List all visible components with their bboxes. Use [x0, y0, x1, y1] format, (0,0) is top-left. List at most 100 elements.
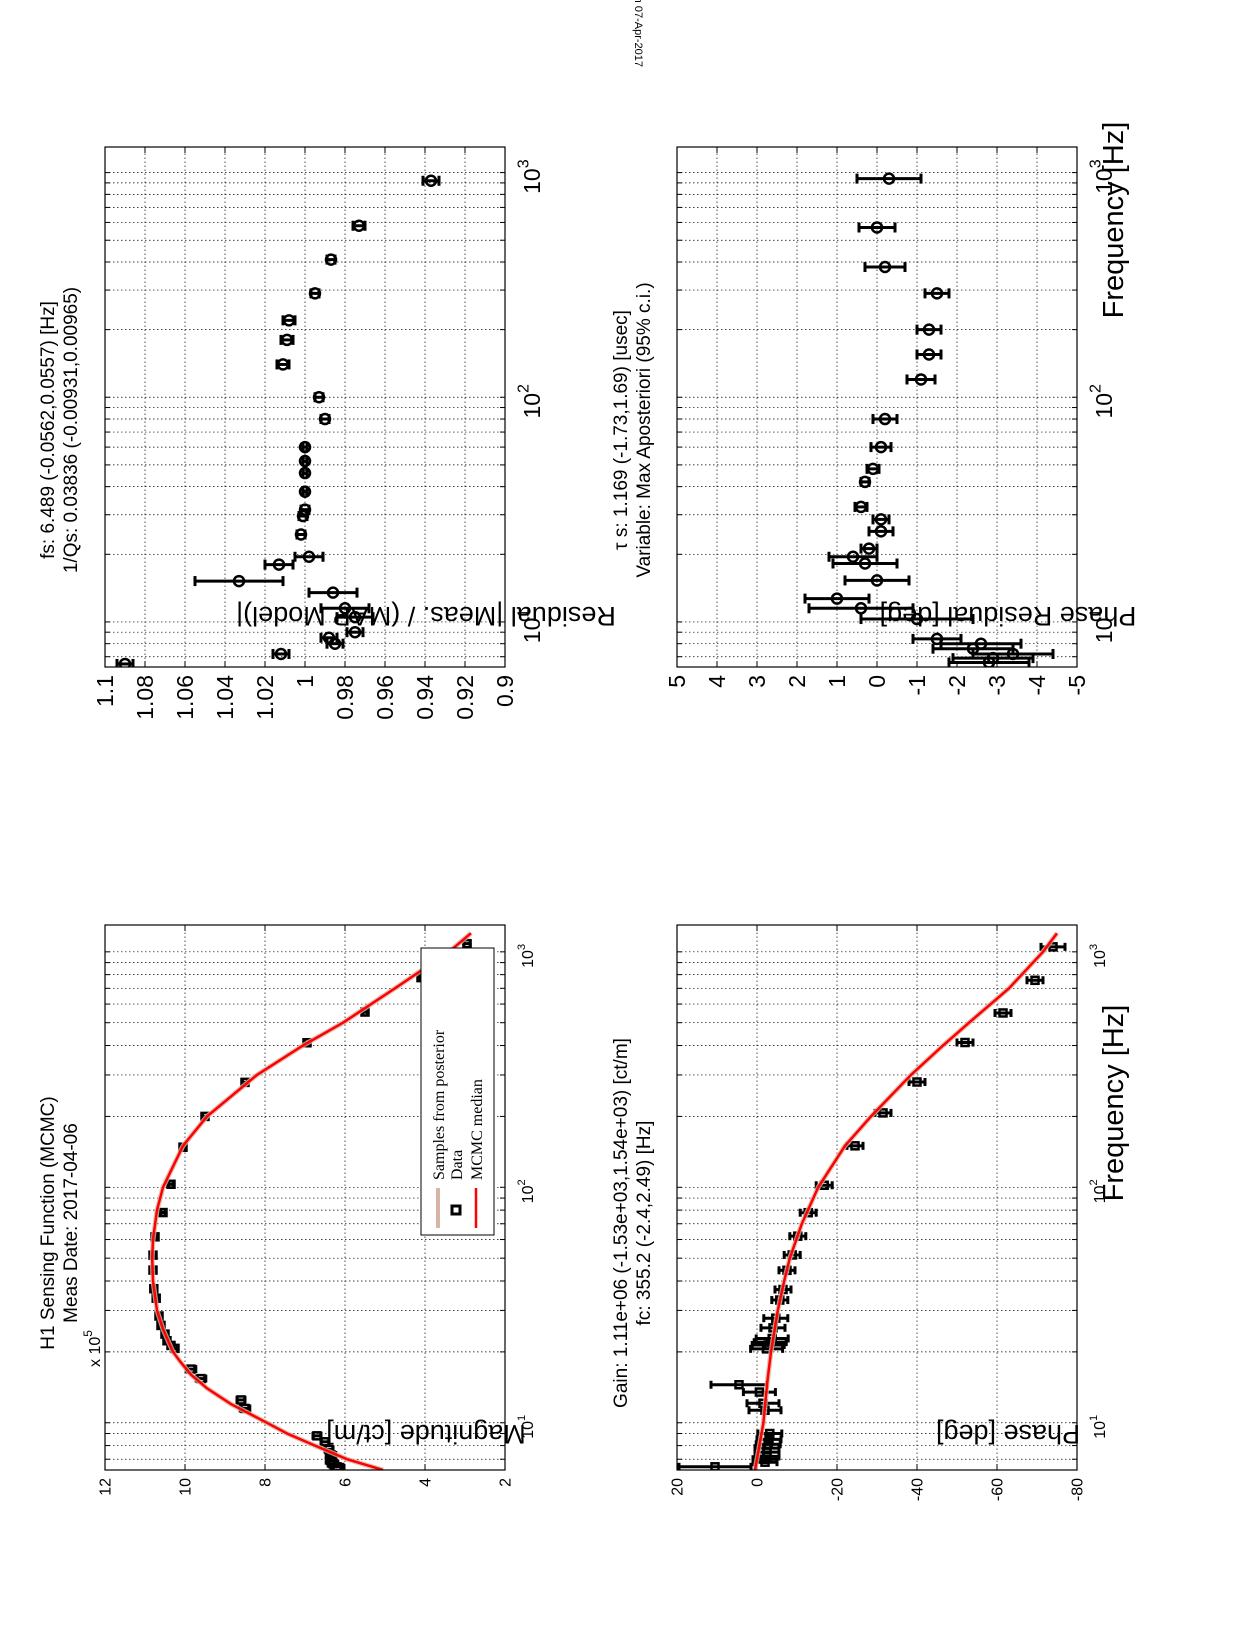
data-point [322, 631, 336, 645]
data-point [830, 592, 844, 605]
data-point [878, 1108, 888, 1118]
x-tick-exponent: 2 [515, 384, 533, 393]
x-tick-exponent: 1 [1087, 609, 1105, 618]
data-point [166, 1179, 176, 1190]
series-layer [148, 931, 473, 1470]
data-point [870, 221, 884, 234]
magnitude-title-line2: Meas Date: 2017-04-06 [61, 1123, 82, 1323]
data-point [308, 287, 322, 300]
y-tick-label: 12 [98, 1478, 115, 1496]
data-point [320, 1437, 330, 1447]
data-point [912, 1077, 922, 1087]
data-point [734, 1380, 744, 1390]
data-point [348, 610, 362, 624]
data-point [930, 632, 944, 646]
plot-frame [104, 146, 506, 668]
data-point [294, 528, 308, 541]
data-point [276, 358, 290, 371]
x-tick-exponent: 3 [1088, 944, 1100, 950]
data-point [298, 466, 312, 480]
data-point [974, 637, 988, 650]
y-tick-label: 0 [864, 675, 890, 688]
y-tick-label: 1.02 [252, 675, 278, 720]
series-layer [803, 172, 1055, 667]
x-tick-label: 101 [1088, 1415, 1109, 1439]
data-point [930, 287, 944, 300]
x-tick-exponent: 3 [516, 944, 528, 950]
mag-residual-title-line2: 1/Qs: 0.03836 (-0.00931,0.00965) [61, 287, 82, 573]
data-point [754, 1387, 765, 1397]
phase-ylabel: Phase [deg] [936, 1419, 1080, 1449]
data-point [298, 440, 312, 454]
mcmc-median-line [753, 932, 1058, 1470]
data-point [850, 1141, 860, 1151]
y-tick-label: 2 [784, 675, 810, 688]
data-point [910, 612, 924, 626]
magnitude-legend: Samples from posterior Data MCMC median [420, 947, 495, 1236]
phase-title-line2: fc: 355.2 (-2.4,2.49) [Hz] [634, 1121, 655, 1326]
legend-data-label: Data [449, 1150, 466, 1180]
data-point [158, 1207, 168, 1218]
y-tick-label: -5 [1064, 675, 1090, 695]
y-tick-label: 1 [292, 675, 318, 688]
y-tick-label: 1.1 [92, 675, 118, 707]
data-point [1030, 975, 1040, 986]
magnitude-title-line1: H1 Sensing Function (MCMC) [38, 1096, 59, 1349]
data-point [424, 174, 438, 187]
data-point [854, 500, 868, 514]
y-tick-label: 4 [704, 675, 730, 688]
data-point [858, 557, 872, 570]
data-point [858, 475, 872, 489]
data-point [298, 485, 312, 498]
y-tick-label: 0.98 [332, 675, 358, 720]
data-point [960, 1037, 970, 1048]
data-point [272, 558, 286, 571]
y-tick-label: 0 [750, 1478, 767, 1487]
x-tick-exponent: 1 [516, 1415, 528, 1421]
data-point [348, 625, 362, 639]
y-tick-label: -4 [1024, 675, 1050, 696]
y-tick-label: -3 [984, 675, 1010, 695]
x-tick-label: 103 [515, 159, 546, 194]
data-point [312, 391, 326, 404]
y-tick-label: 0.9 [492, 675, 518, 707]
plot-frame [104, 924, 506, 1471]
data-point [998, 1008, 1008, 1018]
legend-data-swatch [450, 1204, 462, 1216]
y-tick-label: 20 [670, 1478, 687, 1496]
data-point [232, 574, 246, 588]
data-point [352, 219, 366, 232]
data-point [765, 1428, 775, 1439]
plot-frame [676, 924, 1078, 1471]
series-layer [115, 174, 441, 667]
data-point [874, 525, 888, 538]
y-tick-label: -1 [904, 675, 930, 695]
data-point [298, 503, 312, 516]
data-point [874, 513, 888, 526]
data-point [118, 657, 132, 667]
legend-box [420, 947, 495, 1236]
legend-samples-label: Samples from posterior [431, 1029, 448, 1180]
data-point [298, 454, 312, 468]
data-point [710, 1462, 720, 1470]
data-point [318, 412, 332, 426]
data-point [878, 260, 892, 274]
plot-area [105, 925, 505, 1470]
y-tick-label: 1.06 [172, 675, 198, 720]
data-point [462, 938, 472, 949]
mag-residual-ylabel: Residual |Meas. / (MAP Model)| [236, 601, 616, 631]
data-point [854, 602, 868, 615]
x-tick-exponent: 3 [515, 159, 533, 168]
magnitude-ylabel: Magnitude [ct/m] [326, 1419, 526, 1449]
x-tick-label: 102 [515, 384, 546, 419]
y-tick-label: -20 [830, 1478, 847, 1501]
plot-area [677, 925, 1077, 1470]
x-tick-exponent: 2 [1087, 384, 1105, 393]
y-tick-label: 1 [824, 675, 850, 688]
data-point [874, 440, 888, 454]
data-point [274, 647, 288, 661]
